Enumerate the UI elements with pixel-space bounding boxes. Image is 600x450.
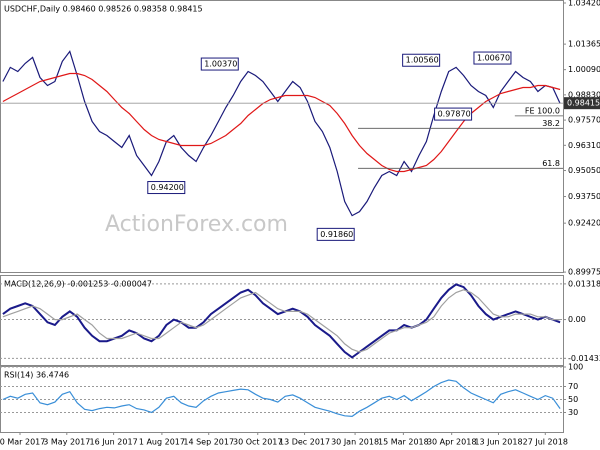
- fib-label: 38.2: [542, 119, 560, 128]
- y-tick-label: 1.03420: [568, 0, 600, 8]
- y-tick-label: 0.96310: [568, 141, 600, 150]
- annotation-box: [434, 107, 473, 121]
- last-price-label: 0.98415: [567, 99, 600, 108]
- annotation-box: [316, 227, 355, 241]
- y-tick-label: 0.00: [568, 315, 586, 324]
- fib-label: 61.8: [542, 159, 560, 168]
- annotation: 1.00370: [204, 60, 237, 69]
- series-line: [2, 72, 561, 173]
- y-tick-label: 0.97570: [568, 116, 600, 125]
- x-tick-label: 15 Mar 2018: [378, 438, 429, 447]
- x-tick-label: 14 Sep 2017: [183, 438, 234, 447]
- watermark: ActionForex.com: [105, 212, 288, 237]
- y-tick-label: 30: [568, 408, 578, 417]
- x-tick-label: 1 Aug 2017: [139, 438, 185, 447]
- y-tick-label: 1.01365: [568, 40, 600, 49]
- y-tick-label: 0.92420: [568, 219, 600, 228]
- y-tick-label: 1.00090: [568, 65, 600, 74]
- y-tick-label: 0.98830: [568, 90, 600, 99]
- y-tick-label: 0.89975: [568, 268, 600, 277]
- annotation-box: [200, 57, 239, 71]
- last-price-box: [564, 97, 600, 110]
- series-line: [2, 289, 561, 353]
- x-tick-label: 30 Apr 2018: [427, 438, 476, 447]
- x-tick-label: 3 May 2017: [43, 438, 90, 447]
- x-tick-label: 20 Mar 2017: [0, 438, 45, 447]
- annotation: 0.94200: [151, 183, 184, 192]
- annotation: 1.00670: [477, 54, 510, 63]
- y-tick-label: 70: [568, 382, 578, 391]
- annotation-box: [402, 53, 441, 67]
- panel-title: RSI(14) 36.4746: [4, 371, 69, 380]
- series-line: [2, 379, 561, 418]
- x-tick-label: 13 Dec 2017: [279, 438, 330, 447]
- annotation-box: [473, 51, 512, 65]
- x-tick-label: 27 Jul 2018: [523, 438, 568, 447]
- y-tick-label: 0.93750: [568, 192, 600, 201]
- annotation-box: [147, 181, 186, 195]
- x-tick-label: 30 Oct 2017: [233, 438, 282, 447]
- x-tick-label: 16 Jun 2017: [90, 438, 138, 447]
- x-tick-label: 13 Jun 2018: [474, 438, 522, 447]
- macd-frame: [0, 275, 564, 366]
- y-tick-label: 0.01318: [568, 279, 600, 288]
- y-tick-label: 0.95050: [568, 166, 600, 175]
- y-tick-label: 50: [568, 395, 578, 404]
- price-frame: [0, 0, 564, 273]
- annotation: 0.97870: [438, 110, 471, 119]
- y-tick-label: -0.01433: [568, 354, 600, 363]
- annotation: 0.91860: [320, 230, 353, 239]
- x-tick-label: 30 Jan 2018: [331, 438, 379, 447]
- panel-title: USDCHF,Daily 0.98460 0.98526 0.98358 0.9…: [4, 5, 203, 14]
- y-tick-label: 100: [568, 363, 583, 372]
- fib-label: FE 100.0: [525, 106, 560, 115]
- annotation: 1.00560: [406, 56, 439, 65]
